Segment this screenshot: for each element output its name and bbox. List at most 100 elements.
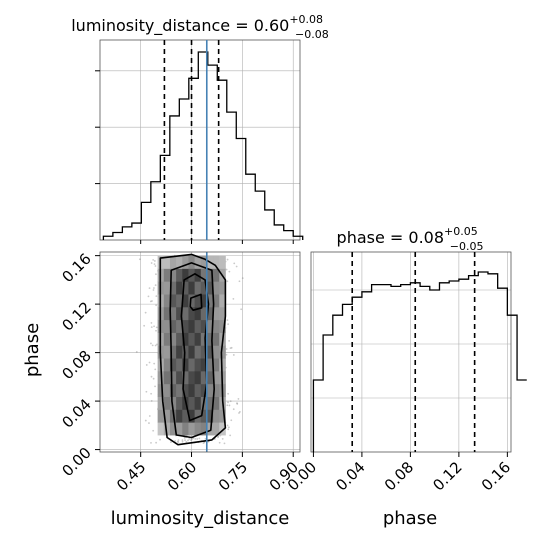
joint-distribution-panel: 0.45 0.60 0.75 0.900.000.040.080.120.16 [58,250,302,495]
title-plus: +0.08 [289,13,323,26]
contour-inner [180,273,210,422]
scatter-point [238,280,241,283]
scatter-point [227,426,230,429]
y-tick-label: 0.08 [58,347,94,383]
density-cell [163,409,171,423]
density-cell [182,306,189,321]
scatter-point [155,304,158,307]
title-value: 0.60 [254,16,290,35]
scatter-point [148,287,151,290]
density-cell [163,358,171,372]
scatter-point [145,364,148,366]
scatter-point [150,441,152,444]
scatter-point [155,329,157,332]
density-cell [200,281,208,295]
scatter-point [232,297,235,300]
scatter-point [152,377,155,380]
density-cell [206,345,214,359]
x-axis-label-phase: phase [383,508,437,529]
density-cell [194,396,202,410]
scatter-point [228,270,231,273]
scatter-point [227,392,230,395]
scatter-point [150,342,152,345]
phase-marginal-title: phase = 0.08+0.05 −0.05 [337,225,484,253]
scatter-point [148,415,151,417]
density-cell [169,306,177,321]
density-cell [169,422,177,436]
density-cell [176,268,183,282]
scatter-point [187,439,189,442]
scatter-point [153,362,156,365]
contour-outer [159,253,227,446]
scatter-point [177,441,180,443]
density-cell [169,268,177,282]
scatter-point [184,439,186,442]
density-cell [188,396,196,410]
density-cell [182,383,189,397]
density-cell [169,396,177,410]
panel-frame [99,251,301,453]
density-cell [219,409,226,423]
scatter-point [226,404,229,407]
scatter-point [240,308,243,311]
density-cell [182,422,189,436]
y-axis-label-phase: phase [22,323,43,377]
density-cell [200,319,208,333]
density-cell [169,319,177,333]
density-cell [213,422,220,436]
density-cell [169,255,177,269]
x-axis-label-luminosity-distance: luminosity_distance [111,508,290,529]
density-cell [219,358,226,372]
density-cell [163,370,171,385]
title-param: luminosity_distance [71,16,230,36]
density-cell [219,281,226,295]
density-cell [194,281,202,295]
density-cell [213,409,220,423]
scatter-point [150,326,153,329]
density-cell [200,422,208,436]
scatter-point [154,284,157,286]
scatter-point [236,402,238,405]
density-cell [200,370,208,385]
density-cell [213,345,220,359]
density-cell [213,358,220,372]
scatter-point [237,398,240,400]
scatter-point [217,435,220,438]
scatter-point [183,436,186,439]
density-cell [194,306,202,321]
scatter-point [153,287,155,289]
density-cell [200,255,208,269]
density-cell [188,306,196,321]
scatter-point [177,439,180,442]
scatter-point [236,403,239,405]
scatter-point [230,346,233,349]
density-cell [213,294,220,308]
scatter-point [203,441,206,444]
density-cell [194,422,202,436]
density-cell [182,294,189,308]
scatter-point [232,408,235,411]
density-cell [182,268,189,282]
density-cell [188,422,196,436]
contour-middle [169,262,215,439]
scatter-point [227,323,230,326]
density-cell [206,358,214,372]
scatter-point [228,404,231,407]
density-cell [188,383,196,397]
density-cell [176,306,183,321]
scatter-point [151,344,154,347]
scatter-point [225,268,228,271]
density-cell [163,306,171,321]
scatter-point [153,263,156,266]
density-cell [200,383,208,397]
density-cell [169,281,177,295]
density-cell [200,358,208,372]
scatter-point [190,439,192,442]
scatter-point [144,419,147,422]
scatter-point [218,441,221,444]
scatter-point [150,375,153,378]
density-cell [194,358,202,372]
density-cell [176,294,183,308]
scatter-point [138,258,141,261]
scatter-point [228,339,231,342]
